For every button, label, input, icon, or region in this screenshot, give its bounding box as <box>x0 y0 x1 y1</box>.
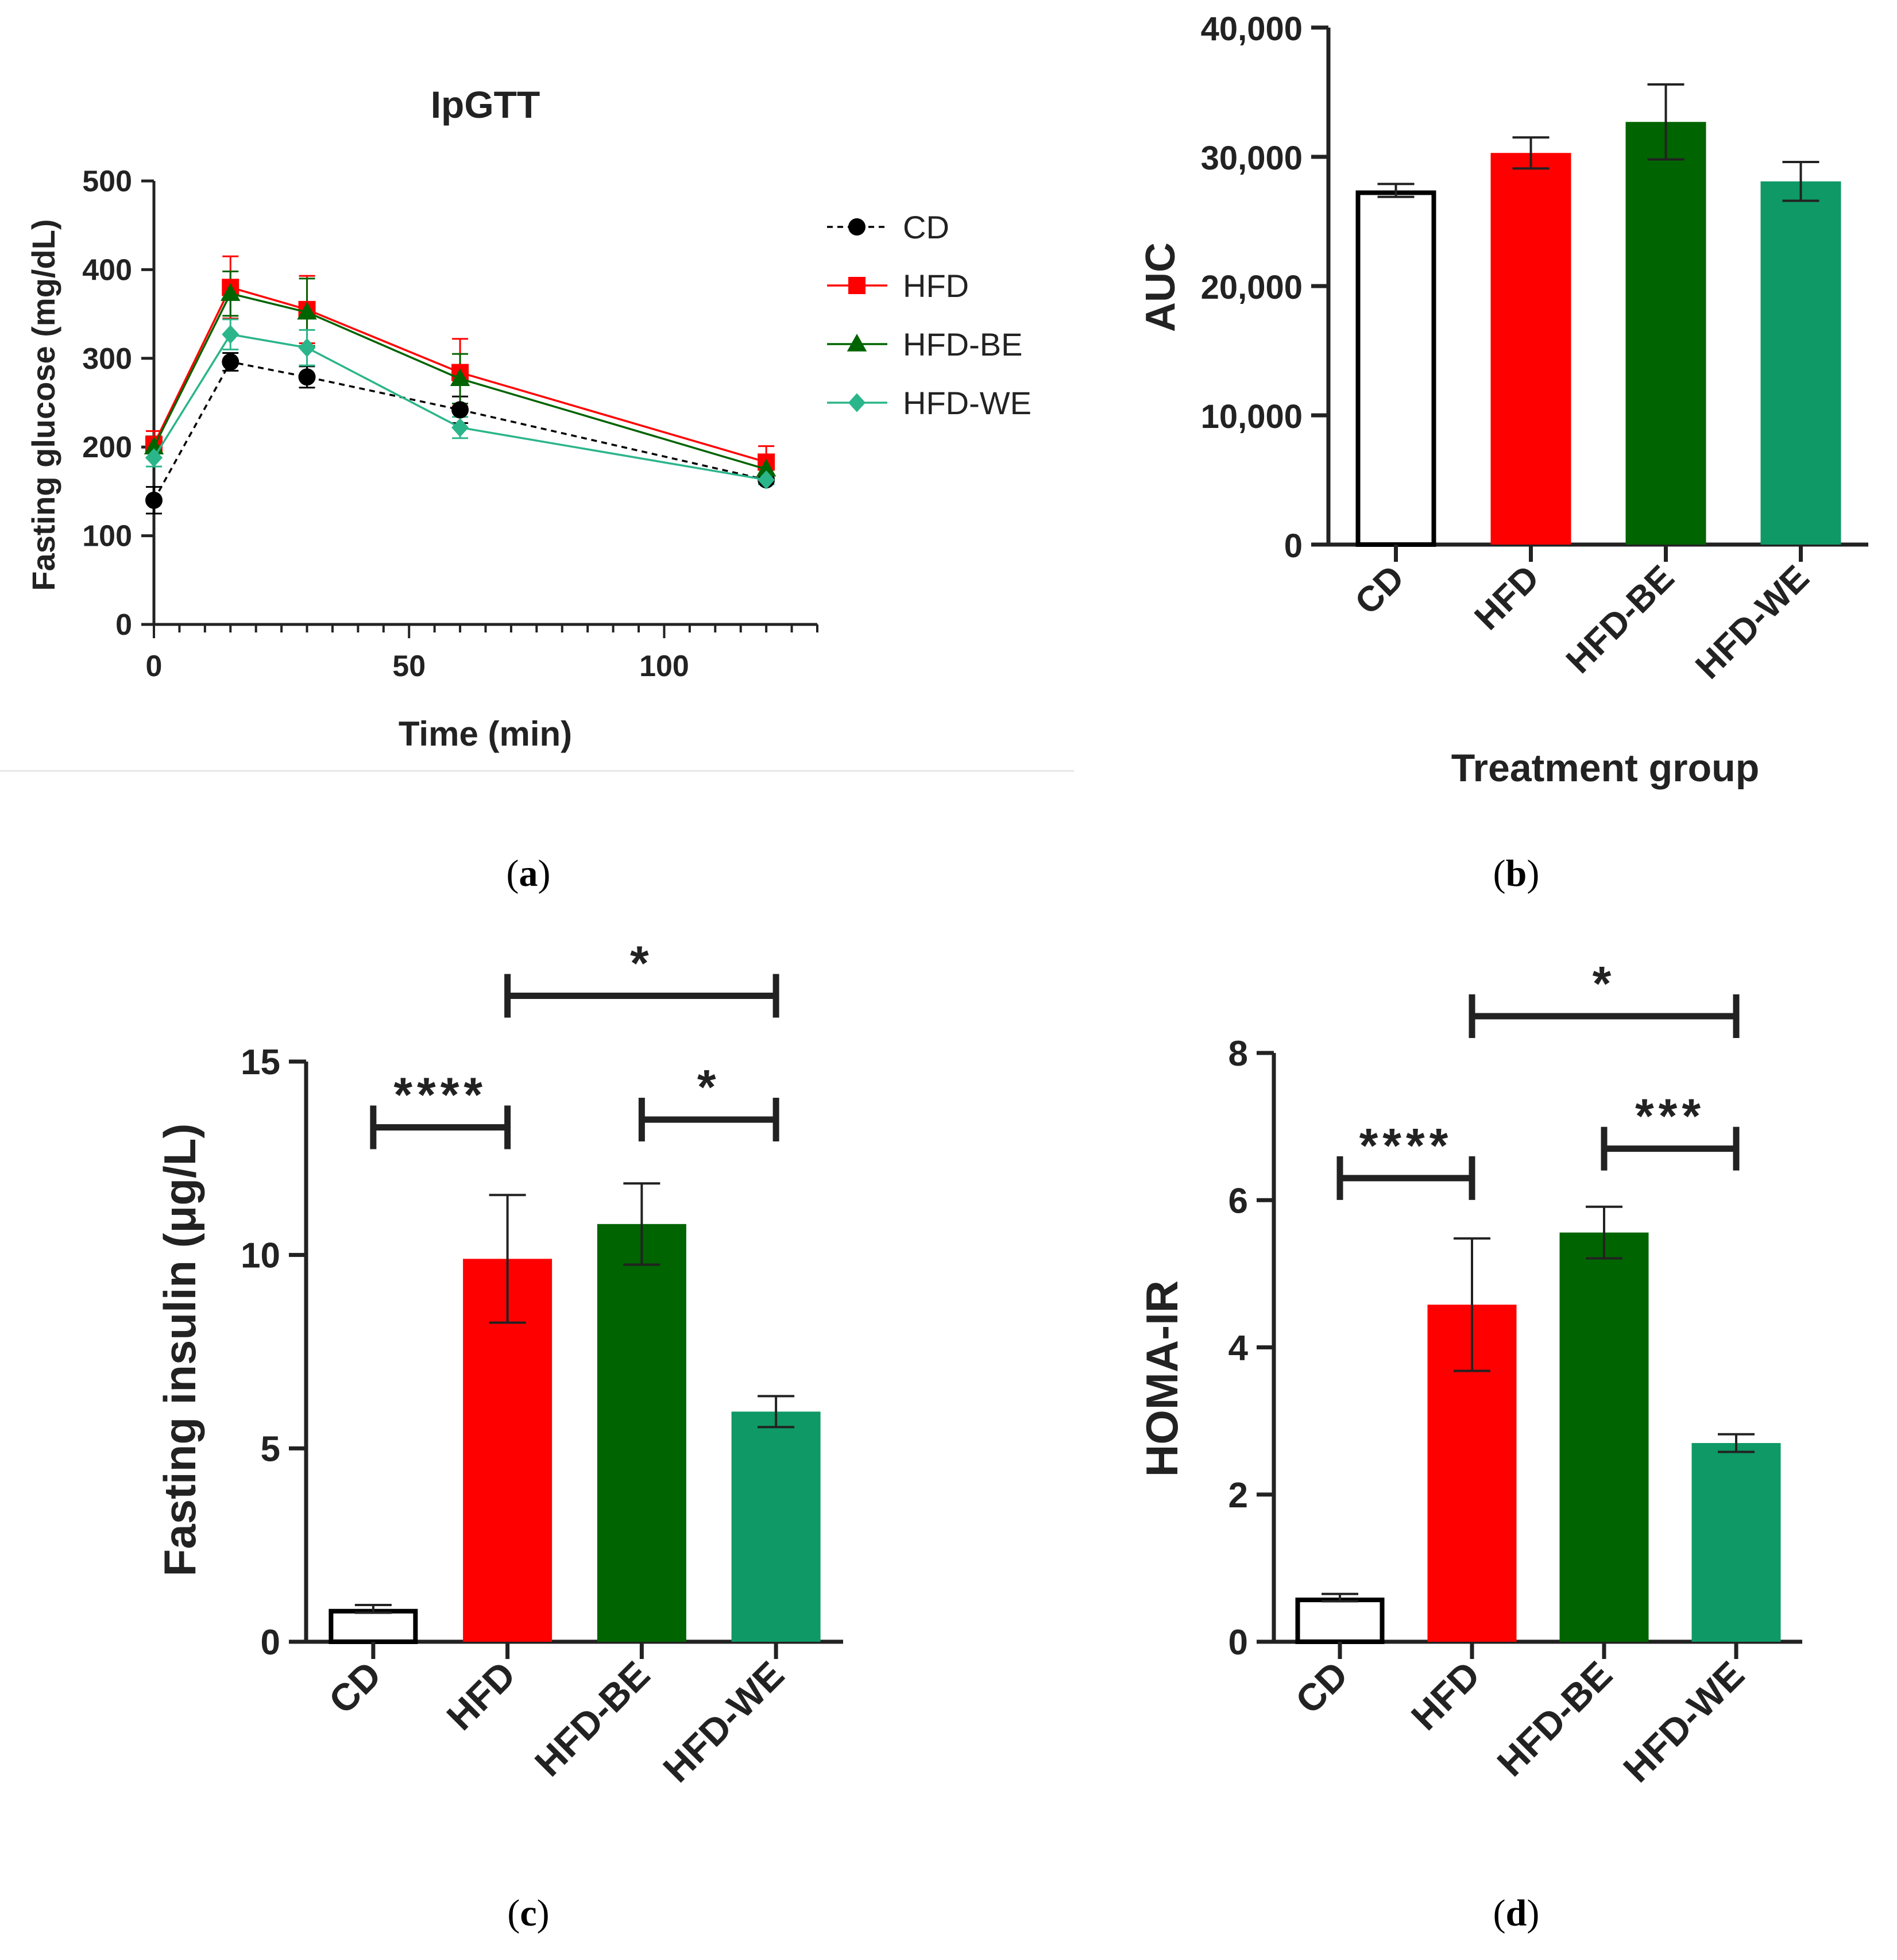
y-tick-label: 10 <box>241 1236 280 1276</box>
panel-label-c: (c) <box>507 1892 549 1934</box>
y-axis-label: Fasting glucose (mg/dL) <box>25 219 61 591</box>
significance-label: * <box>630 936 654 990</box>
data-point <box>758 470 775 489</box>
x-tick-label: HFD-WE <box>1615 1653 1752 1791</box>
x-axis-label: Treatment group <box>1451 746 1760 790</box>
data-point <box>450 368 470 387</box>
y-axis-label: HOMA-IR <box>1137 1280 1187 1477</box>
data-point <box>145 448 163 468</box>
significance-label: * <box>1593 956 1616 1010</box>
x-tick-label: HFD <box>438 1653 523 1738</box>
y-tick-label: 400 <box>82 253 132 287</box>
y-axis-label: Fasting insulin (μg/L) <box>154 1124 205 1577</box>
y-tick-label: 8 <box>1228 1034 1248 1074</box>
significance-label: **** <box>1359 1118 1453 1172</box>
y-tick-label: 40,000 <box>1201 10 1303 48</box>
bar-cd <box>1295 1598 1385 1644</box>
legend-marker <box>848 277 866 294</box>
panel-label-d: (d) <box>1493 1892 1540 1934</box>
plot-area: 0 10,000 20,000 30,000 40,000 CD HFD HFD-BE HFD-… <box>1201 10 1868 686</box>
y-tick-label: 500 <box>82 165 132 198</box>
bar-hfd-be <box>597 1224 686 1642</box>
x-tick-label: CD <box>320 1653 389 1722</box>
data-point <box>756 458 776 477</box>
legend-marker <box>848 218 866 236</box>
data-point <box>451 401 469 419</box>
x-tick-label: HFD-BE <box>1559 558 1682 681</box>
legend-label: HFD-BE <box>903 326 1022 362</box>
bar-hfd-we <box>1760 181 1841 545</box>
significance-label: *** <box>1635 1089 1705 1143</box>
x-tick-label: HFD-WE <box>1688 558 1817 686</box>
bar-cd <box>1355 190 1436 547</box>
bar-hfd <box>1490 153 1571 545</box>
panel-b-auc-bar-chart: 0 10,000 20,000 30,000 40,000 CD HFD HFD-BE HFD-… <box>1138 10 1868 790</box>
bar-hfd-be <box>1625 122 1706 545</box>
x-tick-label: HFD <box>1403 1653 1488 1738</box>
x-tick-label: HFD-BE <box>1489 1653 1620 1785</box>
x-tick-label: CD <box>1287 1653 1356 1722</box>
bar-hfd-we <box>1691 1443 1781 1642</box>
data-point <box>298 368 316 386</box>
y-tick-label: 300 <box>82 342 132 376</box>
y-tick-label: 6 <box>1228 1181 1248 1221</box>
chart-title: IpGTT <box>431 83 540 126</box>
y-tick-label: 4 <box>1228 1329 1249 1368</box>
data-point <box>451 418 469 437</box>
bar-hfd-be <box>1559 1232 1649 1642</box>
significance-label: * <box>697 1060 721 1114</box>
y-tick-label: 200 <box>82 431 132 464</box>
x-tick-label: HFD-WE <box>655 1653 792 1791</box>
x-axis-label: Time (min) <box>399 715 572 753</box>
x-tick-label: CD <box>1347 558 1412 622</box>
y-tick-label: 0 <box>1284 527 1303 565</box>
y-tick-label: 100 <box>82 520 132 553</box>
y-tick-label: 5 <box>261 1429 280 1469</box>
x-tick-label: 100 <box>639 650 689 683</box>
y-axis-label: AUC <box>1138 242 1184 332</box>
y-tick-label: 10,000 <box>1201 398 1303 435</box>
y-tick-label: 30,000 <box>1201 140 1303 177</box>
plot-area: 0 100 200 300 400 500 0 50 100 <box>82 165 818 683</box>
x-tick-label: 0 <box>146 650 163 683</box>
legend: CD HFD HFD-BE HFD-WE <box>827 209 1031 421</box>
data-point <box>222 325 239 344</box>
x-tick-label: HFD-BE <box>527 1653 658 1785</box>
y-tick-label: 20,000 <box>1201 269 1303 306</box>
x-tick-label: HFD <box>1467 558 1547 638</box>
bar-cd <box>329 1608 418 1644</box>
data-point <box>222 353 239 371</box>
panel-label-a: (a) <box>507 852 551 894</box>
legend-marker <box>848 393 866 412</box>
significance-label: **** <box>393 1067 487 1121</box>
y-tick-label: 2 <box>1228 1476 1248 1515</box>
legend-marker <box>847 334 867 352</box>
legend-label: HFD-WE <box>903 385 1031 421</box>
series-line-cd <box>153 361 767 501</box>
y-tick-label: 0 <box>261 1623 280 1662</box>
legend-label: HFD <box>903 268 969 304</box>
y-tick-label: 0 <box>115 608 132 642</box>
data-point <box>298 338 316 357</box>
x-tick-label: 50 <box>392 650 426 683</box>
y-tick-label: 15 <box>241 1043 280 1082</box>
panel-label-b: (b) <box>1493 852 1540 894</box>
bar-hfd-we <box>731 1411 821 1642</box>
data-point <box>221 283 241 301</box>
data-point <box>297 302 317 320</box>
y-tick-label: 0 <box>1228 1623 1248 1662</box>
legend-label: CD <box>903 209 949 245</box>
panel-labels: (a) (b) (c) (d) <box>507 852 1540 1934</box>
data-point <box>145 491 163 509</box>
